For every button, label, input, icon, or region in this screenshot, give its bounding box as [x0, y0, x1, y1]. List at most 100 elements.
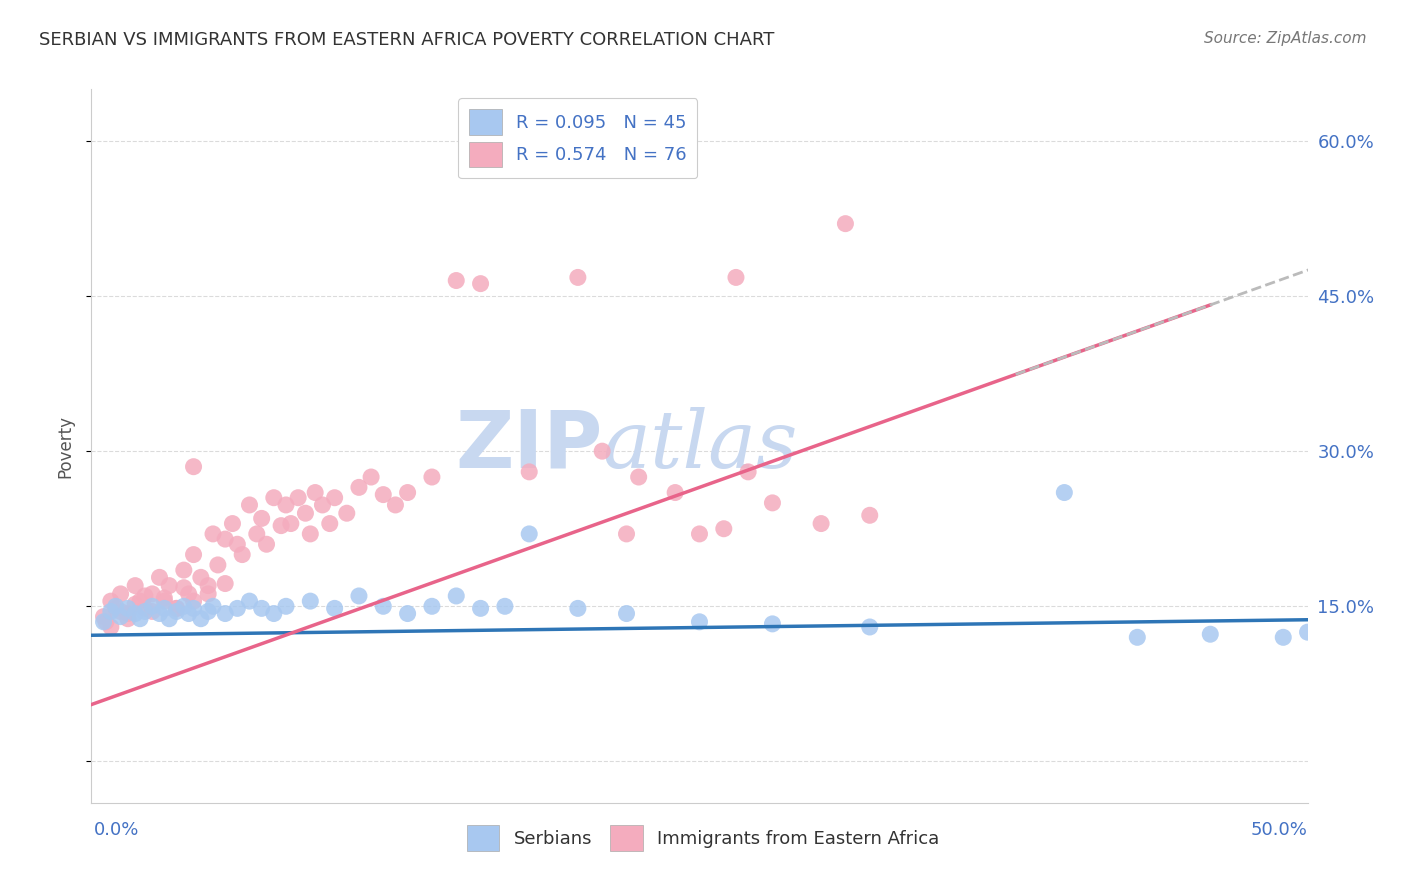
- Point: [713, 522, 735, 536]
- Point: [323, 601, 346, 615]
- Point: [616, 527, 638, 541]
- Point: [221, 516, 243, 531]
- Point: [117, 601, 139, 615]
- Text: atlas: atlas: [602, 408, 797, 484]
- Point: [238, 498, 260, 512]
- Point: [1053, 485, 1076, 500]
- Text: SERBIAN VS IMMIGRANTS FROM EASTERN AFRICA POVERTY CORRELATION CHART: SERBIAN VS IMMIGRANTS FROM EASTERN AFRIC…: [39, 31, 775, 49]
- Point: [197, 605, 219, 619]
- Point: [100, 620, 122, 634]
- Point: [197, 587, 219, 601]
- Point: [294, 506, 316, 520]
- Point: [444, 589, 467, 603]
- Point: [1126, 630, 1149, 644]
- Point: [688, 527, 710, 541]
- Point: [517, 527, 540, 541]
- Point: [834, 217, 856, 231]
- Point: [129, 612, 152, 626]
- Point: [190, 612, 212, 626]
- Point: [124, 579, 146, 593]
- Point: [134, 601, 156, 615]
- Point: [287, 491, 309, 505]
- Point: [117, 612, 139, 626]
- Point: [183, 459, 205, 474]
- Point: [110, 587, 132, 601]
- Point: [231, 548, 253, 562]
- Point: [323, 491, 346, 505]
- Point: [1199, 627, 1222, 641]
- Point: [202, 599, 225, 614]
- Point: [190, 570, 212, 584]
- Point: [470, 601, 492, 615]
- Point: [246, 527, 269, 541]
- Point: [134, 589, 156, 603]
- Point: [263, 607, 285, 621]
- Point: [1296, 625, 1319, 640]
- Point: [299, 527, 322, 541]
- Point: [373, 599, 395, 614]
- Point: [148, 607, 170, 621]
- Point: [250, 601, 273, 615]
- Point: [166, 601, 188, 615]
- Point: [810, 516, 832, 531]
- Point: [420, 470, 443, 484]
- Point: [100, 594, 122, 608]
- Point: [226, 537, 249, 551]
- Point: [214, 532, 236, 546]
- Point: [494, 599, 516, 614]
- Point: [517, 465, 540, 479]
- Point: [166, 601, 188, 615]
- Point: [591, 444, 613, 458]
- Text: Source: ZipAtlas.com: Source: ZipAtlas.com: [1204, 31, 1367, 46]
- Point: [141, 599, 163, 614]
- Point: [274, 498, 297, 512]
- Text: 0.0%: 0.0%: [94, 821, 139, 838]
- Point: [304, 485, 326, 500]
- Point: [859, 508, 882, 523]
- Legend: R = 0.095   N = 45, R = 0.574   N = 76: R = 0.095 N = 45, R = 0.574 N = 76: [458, 98, 697, 178]
- Text: ZIP: ZIP: [456, 407, 602, 485]
- Point: [737, 465, 759, 479]
- Point: [153, 594, 176, 608]
- Point: [256, 537, 278, 551]
- Point: [319, 516, 342, 531]
- Point: [470, 277, 492, 291]
- Point: [396, 485, 419, 500]
- Point: [280, 516, 302, 531]
- Point: [104, 599, 127, 614]
- Point: [173, 563, 195, 577]
- Point: [104, 601, 127, 615]
- Point: [214, 607, 236, 621]
- Y-axis label: Poverty: Poverty: [56, 415, 75, 477]
- Point: [859, 620, 882, 634]
- Point: [166, 605, 188, 619]
- Point: [93, 615, 115, 629]
- Point: [124, 597, 146, 611]
- Point: [567, 270, 589, 285]
- Point: [157, 579, 180, 593]
- Point: [336, 506, 359, 520]
- Point: [444, 273, 467, 287]
- Point: [396, 607, 419, 621]
- Point: [274, 599, 297, 614]
- Point: [226, 601, 249, 615]
- Point: [311, 498, 333, 512]
- Point: [173, 581, 195, 595]
- Point: [183, 594, 205, 608]
- Point: [664, 485, 686, 500]
- Point: [270, 518, 292, 533]
- Point: [173, 599, 195, 614]
- Point: [148, 570, 170, 584]
- Point: [347, 480, 370, 494]
- Point: [373, 487, 395, 501]
- Point: [207, 558, 229, 572]
- Point: [1272, 630, 1295, 644]
- Point: [93, 609, 115, 624]
- Point: [214, 576, 236, 591]
- Point: [141, 587, 163, 601]
- Legend: Serbians, Immigrants from Eastern Africa: Serbians, Immigrants from Eastern Africa: [460, 818, 946, 858]
- Point: [263, 491, 285, 505]
- Point: [347, 589, 370, 603]
- Point: [183, 601, 205, 615]
- Text: 50.0%: 50.0%: [1251, 821, 1308, 838]
